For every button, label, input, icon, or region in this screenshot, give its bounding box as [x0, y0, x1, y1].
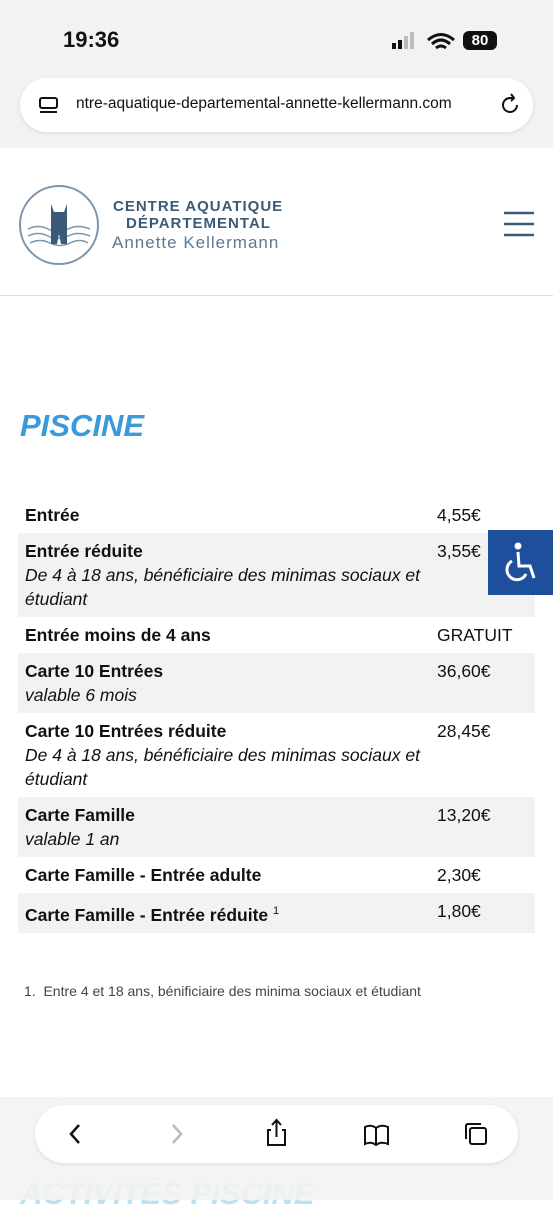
toolbar-pill	[35, 1105, 518, 1163]
item-price: 36,60€	[437, 661, 491, 681]
item-name-text: Carte Famille - Entrée adulte	[25, 865, 262, 885]
item-price: 3,55€	[437, 541, 481, 561]
item-name-text: Entrée moins de 4 ans	[25, 625, 211, 645]
logo-subtitle: Annette Kellermann	[112, 233, 280, 252]
item-name: Carte Famille	[25, 803, 528, 827]
item-note: De 4 à 18 ans, bénéficiaire des minimas …	[25, 745, 420, 789]
status-bar: 19:36 80	[0, 0, 553, 78]
table-row: Carte Famille - Entrée adulte 2,30€	[18, 857, 535, 893]
time: 19:36	[63, 27, 120, 52]
table-row: Entrée moins de 4 ans GRATUIT	[18, 617, 535, 653]
footnote: 1. Entre 4 et 18 ans, bénificiaire des m…	[24, 983, 421, 999]
price-table: Entrée 4,55€ Entrée réduite De 4 à 18 ans, …	[18, 497, 535, 933]
item-name-text: Carte 10 Entrées réduite	[25, 721, 227, 741]
wheelchair-icon	[505, 542, 536, 582]
item-name: Carte Famille - Entrée adulte	[25, 863, 528, 887]
table-row: Entrée 4,55€	[18, 497, 535, 533]
back[interactable]	[69, 1124, 80, 1144]
item-name: Entrée moins de 4 ans	[25, 623, 528, 647]
menu-button[interactable]	[503, 210, 535, 238]
footnote-text: Entre 4 et 18 ans, bénificiaire des mini…	[43, 983, 421, 999]
tab-icon[interactable]	[38, 95, 60, 117]
footnote-marker: 1.	[24, 983, 36, 999]
item-price: 1,80€	[437, 901, 481, 921]
item-price: GRATUIT	[437, 625, 513, 645]
reload[interactable]	[498, 93, 522, 117]
item-note: De 4 à 18 ans, bénéficiaire des minimas …	[25, 565, 420, 609]
accessibility-button[interactable]	[488, 530, 553, 595]
item-name: Carte 10 Entrées réduite	[25, 719, 528, 743]
url-field[interactable]: ntre-aquatique-departemental-annette-kel…	[20, 78, 533, 132]
item-name-text: Entrée réduite	[25, 541, 143, 561]
browser-toolbar	[0, 1097, 553, 1200]
site-header: CENTRE AQUATIQUE DÉPARTEMENTAL Annette K…	[0, 148, 553, 296]
table-row: Entrée réduite De 4 à 18 ans, bénéficiair…	[18, 533, 535, 617]
tabs[interactable]	[465, 1123, 487, 1145]
footnote-ref: 1	[273, 905, 280, 917]
item-name-text: Carte Famille	[25, 805, 135, 825]
item-price: 13,20€	[437, 805, 491, 825]
item-name-text: Entrée	[25, 505, 80, 525]
status-icons	[392, 32, 455, 50]
battery: 80	[463, 31, 497, 50]
bookmarks[interactable]	[364, 1124, 389, 1147]
address-bar: ntre-aquatique-departemental-annette-kel…	[0, 78, 553, 148]
table-row: Carte 10 Entrées réduite De 4 à 18 ans, b…	[18, 713, 535, 797]
item-name-text: Carte 10 Entrées	[25, 661, 164, 681]
item-price: 2,30€	[437, 865, 481, 885]
url[interactable]: ntre-aquatique-departemental-annette-kel…	[76, 95, 452, 112]
logo-icon	[19, 185, 99, 265]
item-price: 28,45€	[437, 721, 491, 741]
item-name: Entrée	[25, 503, 528, 527]
table-row: Carte 10 Entrées valable 6 mois 36,60€	[18, 653, 535, 713]
item-price: 4,55€	[437, 505, 481, 525]
item-name: Carte Famille - Entrée réduite 1	[25, 899, 528, 927]
table-row: Carte Famille - Entrée réduite 1 1,80€	[18, 893, 535, 933]
table-row: Carte Famille valable 1 an 13,20€	[18, 797, 535, 857]
section-title: PISCINE	[20, 408, 145, 443]
item-name: Entrée réduite	[25, 539, 528, 563]
toolbar-icons	[69, 1118, 487, 1147]
item-name: Carte 10 Entrées	[25, 659, 528, 683]
forward[interactable]	[172, 1124, 183, 1144]
item-name-text: Carte Famille - Entrée réduite	[25, 904, 269, 925]
share[interactable]	[267, 1118, 286, 1146]
logo-text: CENTRE AQUATIQUE	[113, 198, 284, 215]
item-note: valable 1 an	[25, 829, 120, 849]
item-note: valable 6 mois	[25, 685, 137, 705]
logo-text: DÉPARTEMENTAL	[126, 215, 271, 232]
